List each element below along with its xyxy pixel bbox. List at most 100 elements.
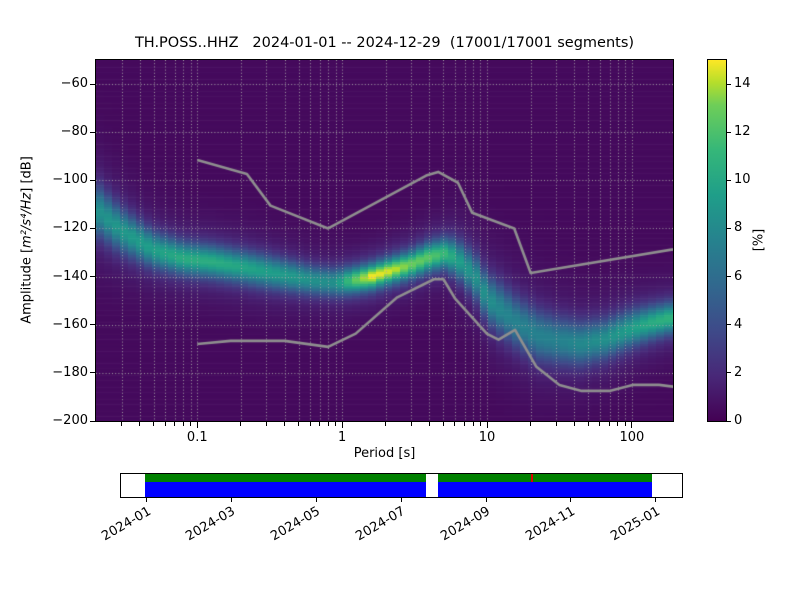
x-minor-tick [182, 422, 184, 426]
timeline-tick [145, 498, 147, 502]
x-minor-tick [284, 422, 285, 426]
colorbar-tick [727, 83, 731, 85]
plot-title: TH.POSS..HHZ 2024-01-01 -- 2024-12-29 (1… [134, 35, 635, 51]
colorbar-tick [727, 324, 731, 326]
y-tick-label: −140 [52, 268, 88, 284]
y-tick-label: −60 [60, 76, 88, 92]
timeline-date-label: 2025-01 [608, 504, 663, 545]
timeline-date-label: 2024-01 [98, 504, 154, 545]
colorbar-tick [727, 179, 731, 181]
x-tick [486, 422, 488, 428]
colorbar-tick-label: 4 [734, 316, 743, 332]
colorbar-tick [727, 131, 731, 133]
x-minor-tick [164, 422, 166, 426]
y-tick-label: −100 [52, 172, 88, 188]
x-axis-label: Period [s] [353, 446, 416, 461]
x-minor-tick [335, 422, 337, 426]
x-minor-tick [454, 422, 456, 426]
y-tick-label: −200 [52, 413, 88, 428]
y-tick [90, 83, 96, 85]
x-minor-tick [190, 422, 192, 426]
colorbar-tick [727, 276, 731, 278]
x-minor-tick [573, 422, 575, 426]
timeline-tick [315, 498, 317, 502]
timeline-date-label: 2024-05 [268, 504, 324, 545]
y-tick [90, 227, 96, 229]
x-minor-tick [139, 422, 141, 426]
timeline-coverage-bar [120, 473, 683, 498]
y-axis-label-prefix: Amplitude [ [19, 247, 35, 324]
x-minor-tick [410, 422, 412, 426]
x-minor-tick [153, 422, 155, 426]
colorbar-tick-label: 10 [734, 172, 751, 188]
timeline-tick [655, 498, 657, 502]
colorbar-tick [727, 420, 731, 422]
x-minor-tick [265, 422, 267, 426]
colorbar-gradient [708, 60, 726, 421]
y-axis-label-math: m²/s⁴/Hz [19, 192, 35, 248]
colorbar-tick-label: 2 [734, 364, 743, 380]
timeline-date-label: 2024-03 [183, 504, 239, 545]
timeline-tick [400, 498, 402, 502]
timeline-processed-segment [145, 474, 427, 482]
x-minor-tick [174, 422, 176, 426]
y-tick-label: −160 [52, 316, 88, 332]
x-minor-tick [555, 422, 557, 426]
y-tick [90, 372, 96, 374]
colorbar-tick-label: 6 [734, 268, 743, 284]
colorbar-tick-label: 12 [734, 124, 751, 140]
timeline-tick [485, 498, 487, 502]
x-minor-tick [609, 422, 610, 426]
timeline-processed-segment [438, 474, 653, 482]
y-tick [90, 324, 96, 326]
timeline-data-segment [438, 482, 653, 497]
x-tick-label: 0.1 [186, 430, 208, 445]
y-tick-label: −120 [52, 220, 88, 236]
x-minor-tick [319, 422, 321, 426]
x-minor-tick [472, 422, 474, 426]
x-minor-tick [385, 422, 387, 426]
x-minor-tick [624, 422, 626, 426]
timeline-gap-marker [530, 474, 533, 482]
x-tick-label: 100 [619, 430, 645, 445]
x-tick [631, 422, 633, 428]
x-minor-tick [479, 422, 481, 426]
timeline-data-segment [145, 482, 427, 497]
timeline-date-label: 2024-07 [353, 504, 409, 545]
x-minor-tick [617, 422, 619, 426]
x-minor-tick [327, 422, 329, 426]
y-tick-label: −80 [60, 124, 88, 140]
colorbar [707, 59, 727, 422]
x-minor-tick [599, 422, 601, 426]
timeline-date-label: 2024-09 [438, 504, 494, 545]
y-tick [90, 131, 96, 133]
y-tick-label: −180 [52, 364, 88, 380]
colorbar-tick-label: 8 [734, 220, 743, 236]
x-minor-tick [121, 422, 122, 426]
y-axis-label: Amplitude [m²/s⁴/Hz] [dB] [20, 156, 35, 324]
x-tick-label: 10 [478, 430, 496, 445]
plot-area [95, 59, 674, 422]
colorbar-tick [727, 227, 731, 229]
colorbar-tick-label: 14 [734, 76, 751, 92]
x-minor-tick [298, 422, 300, 426]
colorbar-tick [727, 372, 731, 374]
y-axis-label-suffix: ] [dB] [19, 156, 35, 193]
x-minor-tick [587, 422, 589, 426]
ppsd-heatmap [96, 60, 673, 421]
x-tick-label: 1 [338, 430, 347, 445]
x-minor-tick [530, 422, 532, 426]
timeline-date-label: 2024-11 [523, 504, 578, 545]
y-tick [90, 276, 96, 278]
timeline-tick [570, 498, 572, 502]
x-minor-tick [442, 422, 444, 426]
timeline-tick [230, 498, 232, 502]
x-tick [341, 422, 343, 428]
x-minor-tick [464, 422, 466, 426]
x-minor-tick [309, 422, 311, 426]
y-tick [90, 179, 96, 181]
x-minor-tick [428, 422, 430, 426]
x-minor-tick [240, 422, 242, 426]
x-tick [196, 422, 198, 428]
